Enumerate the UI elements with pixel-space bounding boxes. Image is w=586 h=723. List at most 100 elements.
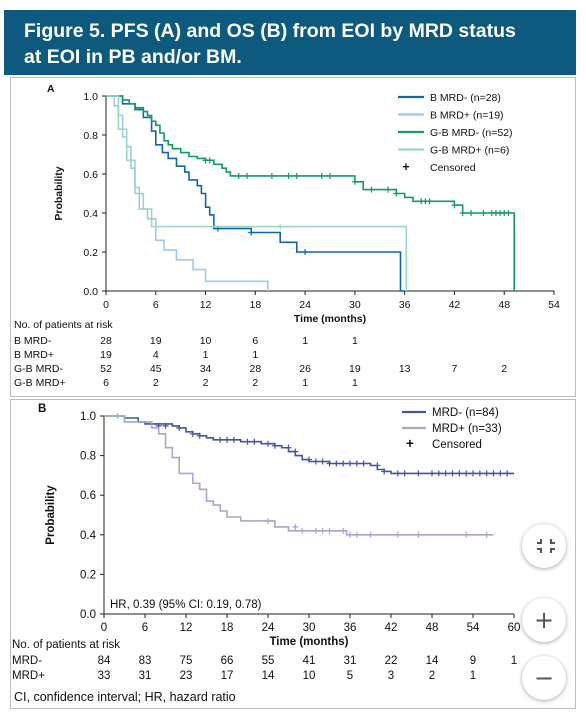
panel-b-censor-mark — [265, 440, 271, 447]
panel-a-risk-value: 1 — [352, 377, 358, 389]
zoom-in-button[interactable]: + — [522, 598, 566, 642]
panel-a-risk-value: 1 — [252, 349, 258, 361]
panel-a-risk-value: 28 — [100, 335, 112, 347]
panel-a-risk-value: 6 — [103, 377, 109, 389]
panel-a-risk-value: 26 — [299, 363, 311, 375]
panel-a-risk-row-label: G-B MRD- — [14, 363, 63, 375]
panel-b-x-tick-label: 36 — [344, 622, 357, 634]
panel-a-x-tick-label: 30 — [349, 299, 361, 311]
panel-b-censor-mark — [312, 458, 319, 465]
panel-a-censor-mark — [318, 172, 325, 179]
panel-b-censor-mark — [224, 436, 230, 443]
panel-b-censor-mark — [244, 438, 251, 445]
panel-a-y-tick-label: 0.0 — [83, 286, 98, 298]
panel-a-x-tick-label: 42 — [449, 299, 461, 311]
panel-a-risk-row-label: B MRD+ — [14, 349, 54, 361]
panel-b-censor-mark — [415, 470, 422, 477]
panel-b-x-tick-label: 6 — [142, 622, 148, 634]
panel-a-risk-value: 2 — [153, 377, 159, 389]
panel-b-x-tick-label: 24 — [262, 622, 275, 634]
panel-b-censor-mark — [449, 470, 456, 477]
panel-b-censor-mark — [347, 531, 353, 538]
panel-a-risk-value: 7 — [452, 363, 458, 375]
panel-a-risk-value: 2 — [252, 377, 258, 389]
collapse-button[interactable] — [522, 524, 566, 568]
panel-b-risk-row-label: MRD- — [12, 655, 42, 667]
panel-b-censor-mark — [476, 470, 483, 477]
panel-b-x-tick-label: 60 — [508, 622, 521, 634]
panel-a-risk-value: 10 — [200, 335, 212, 347]
panel-a-censor-mark — [302, 249, 309, 255]
panel-a-x-tick-label: 0 — [103, 299, 109, 311]
panel-a-legend-entry-3: G-B MRD+ (n=6) — [430, 145, 509, 157]
panel-b-censor-mark — [470, 470, 476, 477]
panel-b-risk-value: 22 — [385, 655, 398, 667]
panel-b-censor-mark — [162, 422, 169, 429]
panel-a-legend-censored: Censored — [430, 162, 476, 174]
panel-b-censor-mark — [463, 470, 470, 477]
panel-b-label: B — [38, 403, 46, 415]
panel-b-risk-value: 75 — [180, 655, 193, 667]
panel-b-censor-mark — [504, 470, 511, 477]
panel-b-censor-mark — [176, 424, 183, 431]
panel-a-risk-value: 28 — [249, 363, 261, 375]
panel-a-x-tick-label: 36 — [399, 299, 411, 311]
panel-b-censor-mark — [429, 470, 435, 477]
panel-a-x-axis-label: Time (months) — [294, 313, 366, 325]
panel-b-y-tick-label: 0.2 — [80, 569, 96, 581]
panel-a-legend-entry-0: B MRD- (n=28) — [430, 92, 501, 104]
panel-b-risk-value: 83 — [139, 655, 152, 667]
panel-a-risk-value: 52 — [100, 363, 112, 375]
panel-a-censor-mark — [244, 172, 251, 179]
panel-a-legend-censored-mark: + — [402, 160, 409, 174]
panel-a-censor-mark — [480, 210, 487, 216]
panel-a-censor-mark — [351, 178, 358, 185]
panel-a-y-tick-label: 0.6 — [83, 169, 98, 181]
panel-b-censor-mark — [463, 531, 470, 538]
panel-a-censor-mark — [468, 210, 475, 216]
panel-b-legend-censored: Censored — [432, 439, 482, 451]
panel-a-label: A — [47, 83, 55, 95]
panel-b-censor-mark — [114, 413, 121, 419]
panel-a-y-tick-label: 1.0 — [83, 91, 98, 103]
panel-b-censor-mark — [483, 470, 490, 477]
panel-b-censor-mark — [435, 470, 442, 477]
panel-b-censor-mark — [367, 531, 374, 538]
panel-b-censor-mark — [299, 527, 306, 534]
panel-b-risk-value: 3 — [388, 670, 394, 682]
panel-b-risk-value: 41 — [303, 655, 316, 667]
panel-a-censor-mark — [285, 172, 292, 179]
panel-b-risk-value: 17 — [221, 670, 234, 682]
panel-a-risk-value: 1 — [302, 335, 308, 347]
panel-b-series-line-1 — [104, 415, 494, 536]
panel-a-legend-entry-1: B MRD+ (n=19) — [430, 110, 504, 122]
panel-a-x-tick-label: 18 — [249, 299, 261, 311]
panel-a-risk-value: 6 — [252, 335, 258, 347]
panel-b-censor-mark — [217, 436, 224, 443]
panel-a-censor-mark — [451, 202, 458, 209]
figure-title-line-1: Figure 5. PFS (A) and OS (B) from EOI by… — [24, 20, 516, 42]
panel-b-censor-mark — [490, 470, 497, 477]
panel-b-censor-mark — [415, 531, 422, 538]
panel-a-censor-mark — [235, 172, 242, 179]
panel-a-censor-mark — [385, 186, 392, 193]
panel-a-risk-value: 1 — [203, 349, 209, 361]
panel-b-x-tick-label: 30 — [303, 622, 316, 634]
panel-b-y-axis-label: Probability — [45, 485, 57, 545]
panel-b-legend-entry-0: MRD- (n=84) — [432, 407, 499, 419]
panel-a-y-tick-label: 0.4 — [83, 208, 98, 220]
panel-a-risk-value: 19 — [100, 349, 112, 361]
figure-title-banner: Figure 5. PFS (A) and OS (B) from EOI by… — [4, 10, 576, 75]
panel-a-series-line-2 — [106, 95, 515, 291]
panel-a-censor-mark — [393, 190, 400, 197]
zoom-out-button[interactable]: − — [522, 656, 566, 700]
panel-a-legend-entry-2: G-B MRD- (n=52) — [430, 127, 513, 139]
panel-b-censor-mark — [483, 531, 490, 538]
panel-a-risk-value: 4 — [153, 349, 159, 361]
panel-b-censor-mark — [401, 470, 408, 477]
panel-b-censor-mark — [326, 460, 333, 467]
panel-b-x-axis-label: Time (months) — [269, 636, 348, 648]
panel-a-censor-mark — [426, 198, 433, 205]
panel-a-x-tick-label: 6 — [153, 299, 159, 311]
panel-a-censor-mark — [368, 186, 375, 193]
